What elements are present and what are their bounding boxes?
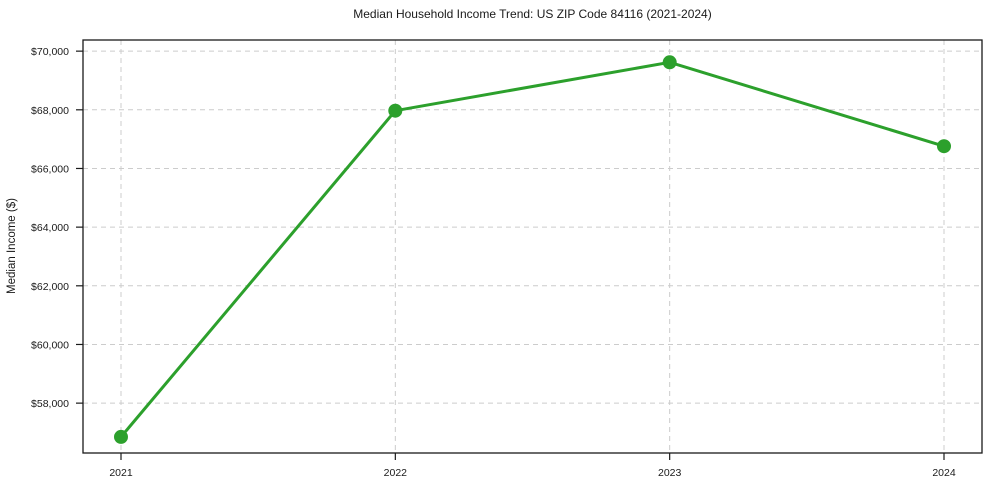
- data-point-marker: [388, 103, 403, 118]
- x-axis-tick-label: 2024: [932, 467, 956, 479]
- y-axis-tick-label: $70,000: [31, 46, 69, 58]
- data-point-marker: [662, 55, 677, 70]
- y-axis-tick-label: $64,000: [31, 222, 69, 234]
- data-point-marker: [937, 139, 951, 154]
- y-axis-tick-label: $58,000: [31, 398, 69, 410]
- chart-title: Median Household Income Trend: US ZIP Co…: [353, 7, 712, 21]
- x-axis-tick-label: 2022: [384, 467, 408, 479]
- x-axis-tick-label: 2023: [658, 467, 682, 479]
- y-axis-tick-label: $60,000: [31, 339, 69, 351]
- x-axis-tick-label: 2021: [109, 467, 133, 479]
- y-axis-tick-label: $62,000: [31, 281, 69, 293]
- data-line: [119, 60, 946, 439]
- y-axis-tick-label: $68,000: [31, 105, 69, 117]
- data-point-marker: [114, 429, 128, 444]
- plot-border: [82, 39, 983, 454]
- y-axis-tick-label: $66,000: [31, 163, 69, 175]
